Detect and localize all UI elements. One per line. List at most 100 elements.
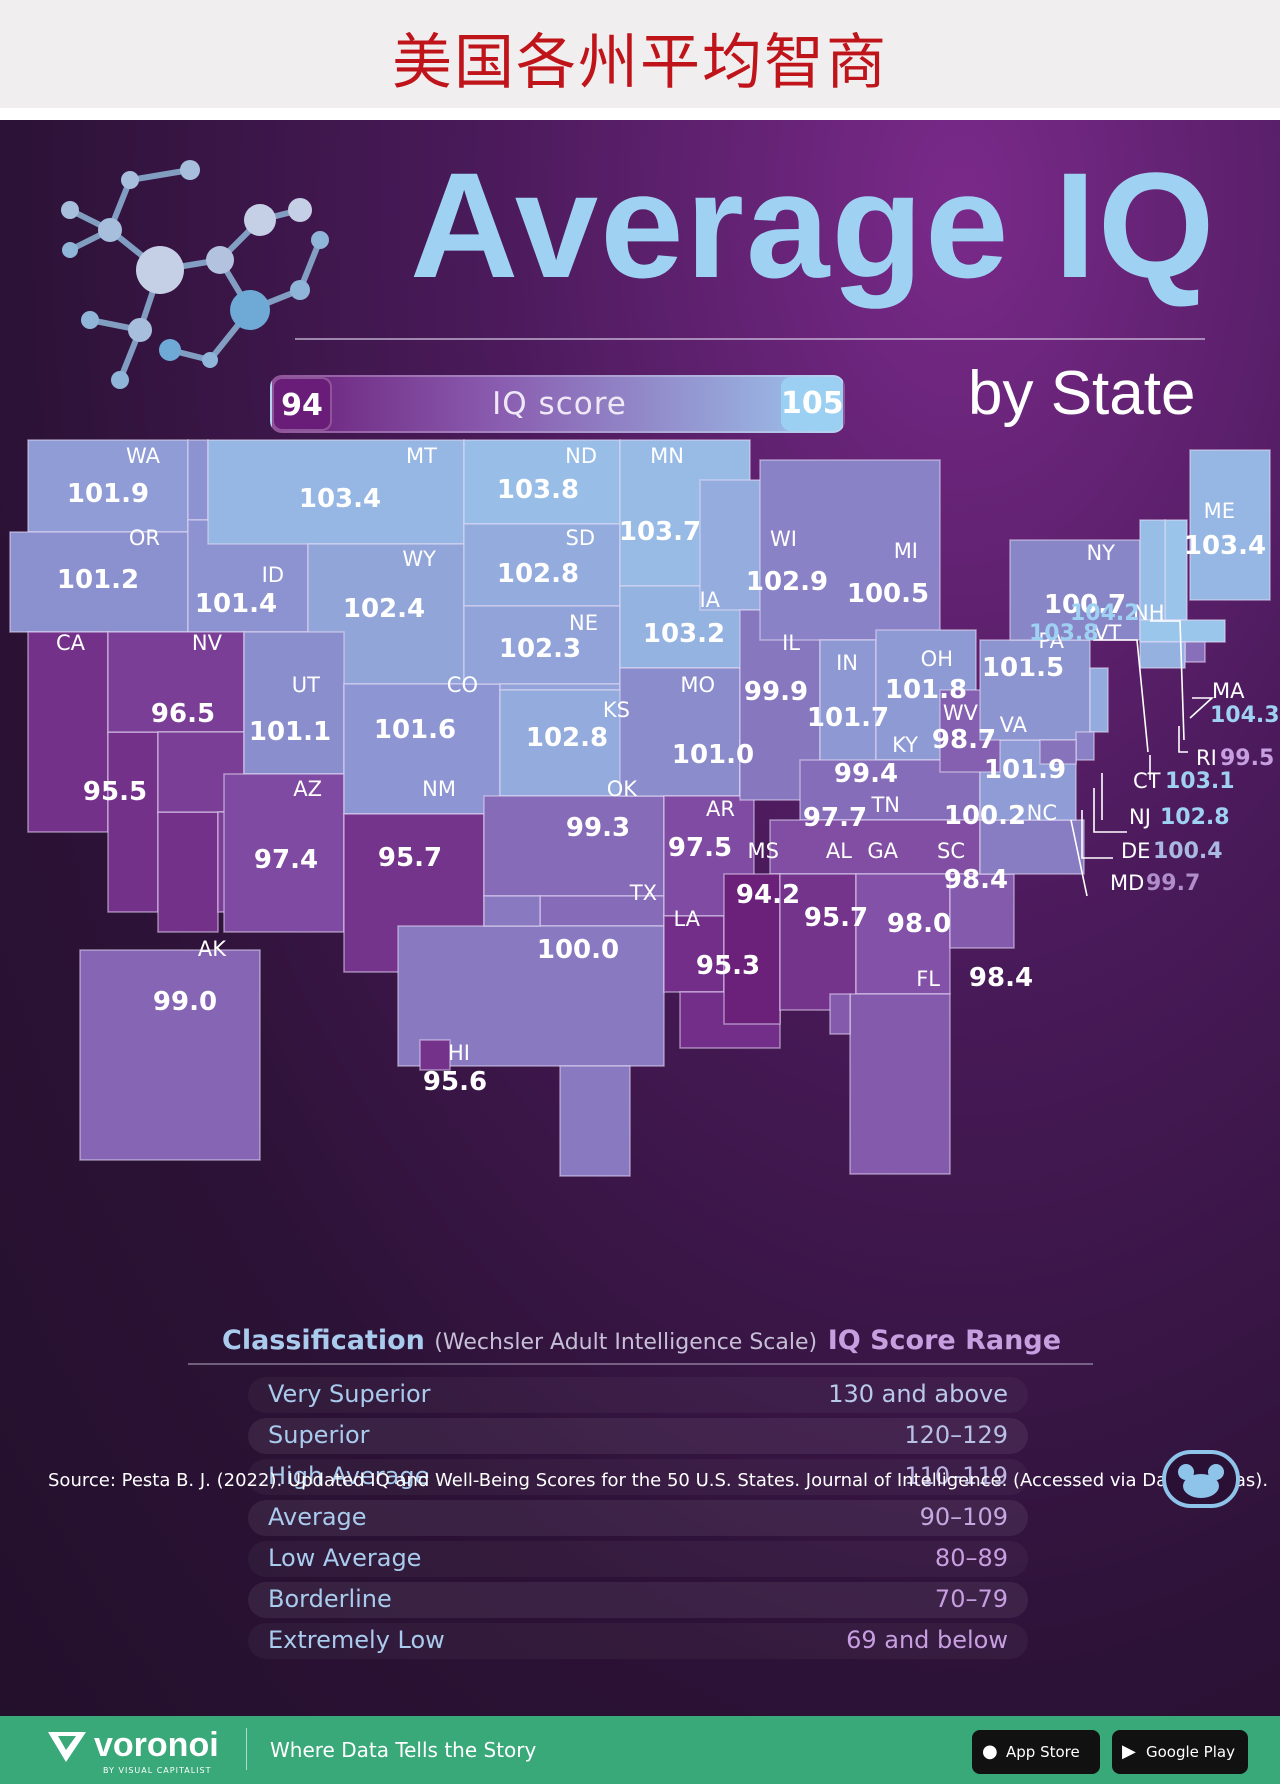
state-abbr-oh: OH bbox=[921, 647, 953, 671]
state-value-ok: 99.3 bbox=[566, 813, 630, 843]
classification-range: 90–109 bbox=[919, 1503, 1008, 1531]
state-shape-al bbox=[779, 873, 857, 1011]
state-abbr-tn: TN bbox=[870, 793, 900, 817]
state-value-wy: 102.4 bbox=[343, 594, 425, 624]
state-ga bbox=[855, 873, 951, 995]
state-shape-me bbox=[1189, 449, 1271, 601]
footer-tagline: Where Data Tells the Story bbox=[270, 1738, 537, 1762]
classification-name: Extremely Low bbox=[268, 1626, 445, 1654]
voronoi-logo-text: voronoi bbox=[94, 1726, 219, 1764]
state-abbr-or: OR bbox=[129, 526, 160, 550]
data-pandas-logo bbox=[1162, 1450, 1240, 1508]
state-shape-tx bbox=[559, 1065, 631, 1177]
state-fl bbox=[829, 993, 951, 1175]
callout-value-ct: 103.1 bbox=[1165, 769, 1235, 794]
state-value-mo: 101.0 bbox=[672, 740, 754, 770]
legend-max: 105 bbox=[781, 377, 844, 431]
state-abbr-nc: NC bbox=[1027, 801, 1057, 825]
state-value-ky: 99.4 bbox=[834, 759, 898, 789]
state-abbr-ga: GA bbox=[867, 839, 898, 863]
title-divider bbox=[295, 338, 1205, 340]
state-md bbox=[1039, 739, 1077, 765]
state-value-ak: 99.0 bbox=[153, 987, 217, 1017]
state-value-nv: 96.5 bbox=[151, 699, 215, 729]
state-shape-vt bbox=[1139, 519, 1166, 621]
state-nc bbox=[979, 819, 1085, 875]
state-co bbox=[343, 683, 501, 815]
state-abbr-me: ME bbox=[1204, 499, 1235, 523]
state-shape-pa bbox=[979, 639, 1091, 741]
state-shape-ar bbox=[663, 795, 755, 917]
google-play-badge[interactable]: ▶ Google Play bbox=[1112, 1730, 1248, 1774]
state-mt bbox=[207, 439, 465, 545]
state-value-az: 97.4 bbox=[254, 845, 318, 875]
classification-row: High Average 110–119 bbox=[248, 1459, 1028, 1495]
state-abbr-mt: MT bbox=[406, 444, 437, 468]
apple-icon: ● bbox=[982, 1741, 998, 1762]
state-value-sc: 98.4 bbox=[944, 865, 1008, 895]
state-value-ut: 101.1 bbox=[249, 717, 331, 747]
state-shape-hi bbox=[419, 1039, 451, 1071]
classification-row: Very Superior 130 and above bbox=[248, 1377, 1028, 1413]
state-vt bbox=[1139, 519, 1166, 621]
state-value-ga: 98.0 bbox=[887, 909, 951, 939]
banner: 美国各州平均智商 bbox=[0, 0, 1280, 108]
state-value-hi: 95.6 bbox=[423, 1067, 487, 1097]
infographic-poster: Average IQ by State IQ score 94 105 WA 10… bbox=[0, 120, 1280, 1716]
play-icon: ▶ bbox=[1122, 1741, 1136, 1762]
state-abbr-ak: AK bbox=[198, 937, 227, 961]
state-abbr-hi: HI bbox=[448, 1041, 470, 1065]
state-sd bbox=[463, 523, 621, 607]
state-abbr-ne: NE bbox=[569, 611, 598, 635]
state-shape-ne bbox=[499, 683, 621, 691]
state-abbr-ar: AR bbox=[706, 797, 735, 821]
state-or bbox=[9, 531, 189, 633]
classification-range: 69 and below bbox=[846, 1626, 1008, 1654]
state-ms bbox=[723, 873, 781, 1025]
state-shape-fl bbox=[849, 993, 951, 1175]
callout-abbr-de: DE bbox=[1121, 839, 1150, 863]
callout-abbr-ri: RI bbox=[1196, 746, 1217, 770]
state-value-nm: 95.7 bbox=[378, 843, 442, 873]
state-in bbox=[819, 639, 877, 773]
state-abbr-ca: CA bbox=[56, 631, 86, 655]
state-abbr-pa: PA bbox=[1038, 629, 1064, 653]
state-shape-mo bbox=[619, 667, 741, 797]
state-abbr-va: VA bbox=[1000, 713, 1028, 737]
state-abbr-mn: MN bbox=[650, 444, 684, 468]
state-abbr-in: IN bbox=[836, 651, 858, 675]
state-abbr-ok: OK bbox=[607, 777, 639, 801]
classification-range: 120–129 bbox=[904, 1421, 1008, 1449]
state-abbr-ky: KY bbox=[892, 733, 918, 757]
state-abbr-il: IL bbox=[782, 631, 800, 655]
state-shape-md bbox=[1039, 739, 1077, 765]
classification-range: 130 and above bbox=[828, 1380, 1008, 1408]
footer: voronoi BY VISUAL CAPITALIST Where Data … bbox=[0, 1716, 1280, 1784]
state-shape-ne bbox=[463, 605, 621, 685]
state-mi bbox=[759, 459, 941, 641]
state-value-fl: 98.4 bbox=[969, 963, 1033, 993]
state-shape-mt bbox=[207, 439, 465, 545]
state-shape-tx bbox=[483, 895, 541, 927]
state-al bbox=[779, 873, 857, 1011]
classification-name: High Average bbox=[268, 1462, 430, 1490]
state-ok bbox=[483, 795, 665, 927]
callout-value-de: 100.4 bbox=[1153, 839, 1223, 864]
callout-abbr-nj: NJ bbox=[1129, 805, 1151, 829]
app-store-badge[interactable]: ● App Store bbox=[972, 1730, 1100, 1774]
state-abbr-ut: UT bbox=[292, 673, 320, 697]
state-shape-wa bbox=[27, 439, 189, 533]
state-abbr-sd: SD bbox=[565, 526, 595, 550]
classification-row: Extremely Low 69 and below bbox=[248, 1623, 1028, 1659]
classification-title: Classification (Wechsler Adult Intellige… bbox=[222, 1325, 817, 1356]
state-sc bbox=[949, 873, 1015, 949]
state-de bbox=[1075, 731, 1095, 761]
state-ak bbox=[79, 949, 261, 1161]
callout-value-nh: 104.2 bbox=[1070, 601, 1140, 626]
classification-title-text: Classification bbox=[222, 1325, 425, 1356]
state-shape-in bbox=[819, 639, 877, 773]
state-shape-fl bbox=[829, 993, 851, 1035]
state-shape-ms bbox=[723, 873, 781, 1025]
callout-abbr-ma: MA bbox=[1212, 679, 1245, 703]
